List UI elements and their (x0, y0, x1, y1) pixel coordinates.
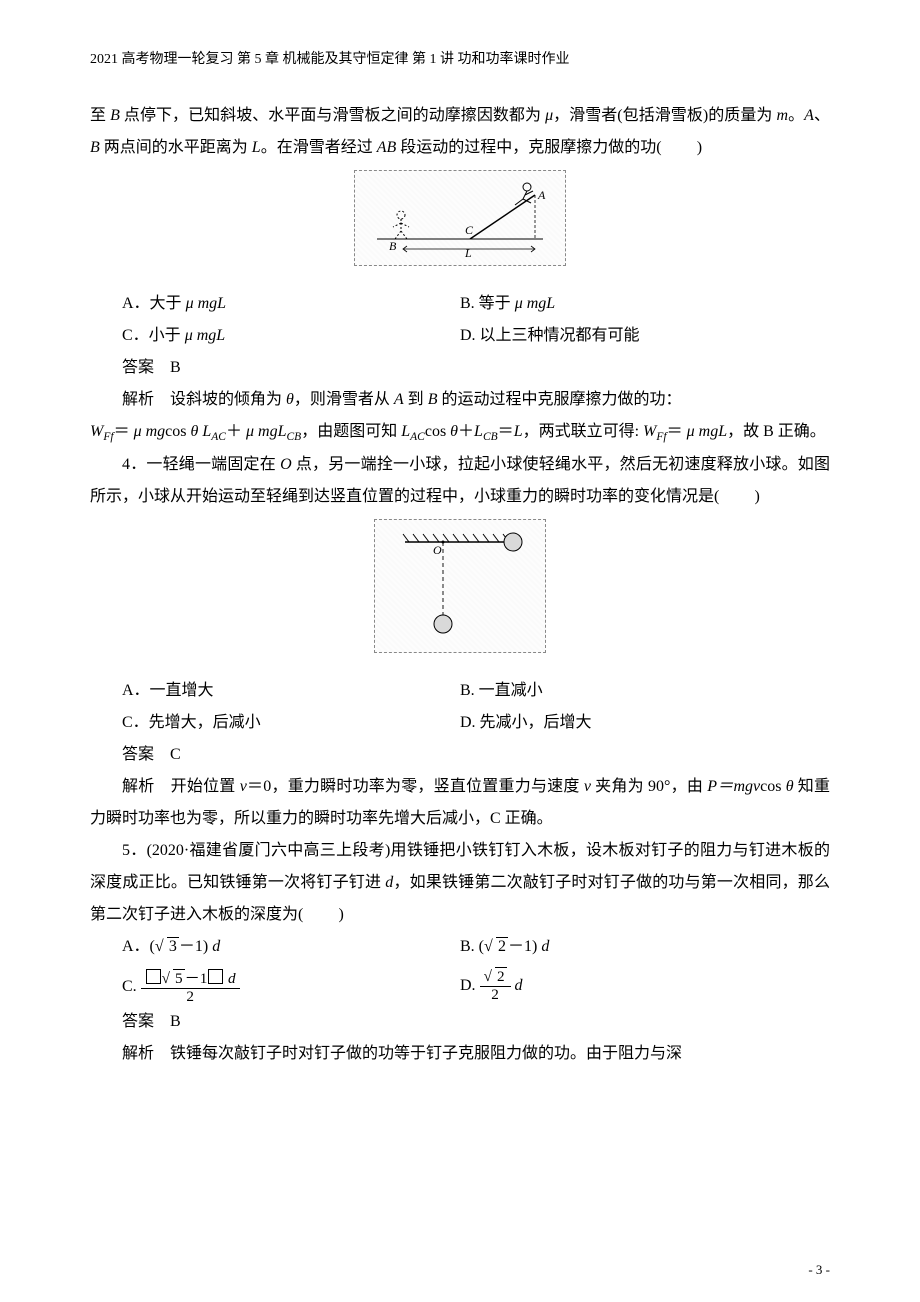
text: C．小于 (122, 327, 185, 344)
text: cos (425, 423, 450, 440)
var-A: A (394, 391, 404, 408)
fig-label-L: L (464, 246, 472, 259)
expr: μ mgL (185, 327, 225, 344)
q5-explanation: 解析 铁锤每次敲钉子时对钉子做的功等于钉子克服阻力做的功。由于阻力与深 (90, 1038, 830, 1070)
fig-label-O: O (433, 543, 442, 557)
q4-option-A: A．一直增大 (90, 675, 460, 707)
q3-answer: 答案 B (90, 352, 830, 384)
text: B. 等于 (460, 295, 515, 312)
text: 的运动过程中克服摩擦力做的功： (437, 391, 681, 408)
text: cos (165, 423, 190, 440)
text: 夹角为 90°，由 (591, 778, 707, 795)
var-theta: θ (786, 778, 794, 795)
var-v: v (240, 778, 247, 795)
q5-option-A: A．(3－1) d (90, 931, 460, 963)
q4-stem: 4．一轻绳一端固定在 O 点，另一端拴一小球，拉起小球使轻绳水平，然后无初速度释… (90, 449, 830, 513)
text: ，故 B 正确。 (727, 423, 826, 440)
text: 解析 设斜坡的倾角为 (122, 391, 286, 408)
q4-option-B: B. 一直减小 (460, 675, 830, 707)
expr: μ mgL (186, 295, 226, 312)
text: 解析 开始位置 (122, 778, 240, 795)
text: A．大于 (122, 295, 186, 312)
q3-explanation: 解析 设斜坡的倾角为 θ，则滑雪者从 A 到 B 的运动过程中克服摩擦力做的功： (90, 384, 830, 416)
q3-figure: A B C L (90, 170, 830, 278)
q3-option-B: B. 等于 μ mgL (460, 288, 830, 320)
var-O: O (280, 456, 292, 473)
expr: μ mgL (687, 423, 727, 440)
q5-option-B: B. (2－1) d (460, 931, 830, 963)
q5-stem: 5．(2020·福建省厦门六中高三上段考)用铁锤把小铁钉钉入木板，设木板对钉子的… (90, 835, 830, 931)
q5-option-D: D. 22 d (460, 969, 830, 1005)
text: ) (697, 139, 702, 156)
var-theta: θ (286, 391, 294, 408)
text: ) (755, 488, 760, 505)
text: ＝0，重力瞬时功率为零，竖直位置重力与速度 (247, 778, 584, 795)
text: 点停下，已知斜坡、水平面与滑雪板之间的动摩擦因数都为 (120, 107, 545, 124)
var-B: B (428, 391, 438, 408)
expr: θ (450, 423, 458, 440)
text: 4．一轻绳一端固定在 (122, 456, 280, 473)
q4-explanation: 解析 开始位置 v＝0，重力瞬时功率为零，竖直位置重力与速度 v 夹角为 90°… (90, 771, 830, 835)
text: 到 (404, 391, 428, 408)
q3-option-C: C．小于 μ mgL (90, 320, 460, 352)
page-header: 2021 高考物理一轮复习 第 5 章 机械能及其守恒定律 第 1 讲 功和功率… (90, 48, 830, 68)
var-v2: v (584, 778, 591, 795)
text: ，则滑雪者从 (294, 391, 394, 408)
expr: WFf (90, 423, 114, 440)
fig-label-A: A (537, 188, 546, 202)
text: 。在滑雪者经过 (261, 139, 377, 156)
expr: θ LAC (191, 423, 226, 440)
var-m: m (776, 107, 788, 124)
expr: LCB (474, 423, 498, 440)
expr: WFf (643, 423, 667, 440)
text: ) (339, 906, 344, 923)
q4-option-C: C．先增大，后减小 (90, 707, 460, 739)
var-A: A (804, 107, 814, 124)
q5-option-C: C. 5－1 d2 (90, 969, 460, 1005)
q4-option-D: D. 先减小，后增大 (460, 707, 830, 739)
expr: P＝mgv (707, 778, 760, 795)
q3-stem-tail: 至 B 点停下，已知斜坡、水平面与滑雪板之间的动摩擦因数都为 μ，滑雪者(包括滑… (90, 100, 830, 164)
text: ，滑雪者(包括滑雪板)的质量为 (553, 107, 776, 124)
fig-label-B: B (389, 239, 397, 253)
q3-explanation-eq: WFf＝ μ mgcos θ LAC＋ μ mgLCB，由题图可知 LACcos… (90, 416, 830, 449)
q3-option-D: D. 以上三种情况都有可能 (460, 320, 830, 352)
expr: μ mg (134, 423, 166, 440)
text: 。 (788, 107, 804, 124)
text: 至 (90, 107, 110, 124)
var-B: B (110, 107, 120, 124)
text: ，由题图可知 (301, 423, 401, 440)
expr: μ mgL (515, 295, 555, 312)
q4-answer: 答案 C (90, 739, 830, 771)
q4-figure: O (90, 519, 830, 665)
var-AB: AB (377, 139, 397, 156)
text: 两点间的水平距离为 (100, 139, 252, 156)
fig-label-C: C (465, 223, 474, 237)
text: 、 (814, 107, 830, 124)
expr: LAC (401, 423, 425, 440)
text: 段运动的过程中，克服摩擦力做的功( (396, 139, 661, 156)
text: ，两式联立可得: (523, 423, 643, 440)
q5-answer: 答案 B (90, 1006, 830, 1038)
q3-option-A: A．大于 μ mgL (90, 288, 460, 320)
var-L: L (252, 139, 261, 156)
expr: μ mgLCB (246, 423, 301, 440)
page-number: - 3 - (808, 1262, 830, 1278)
var-mu: μ (545, 107, 553, 124)
expr: L (514, 423, 523, 440)
var-B2: B (90, 139, 100, 156)
